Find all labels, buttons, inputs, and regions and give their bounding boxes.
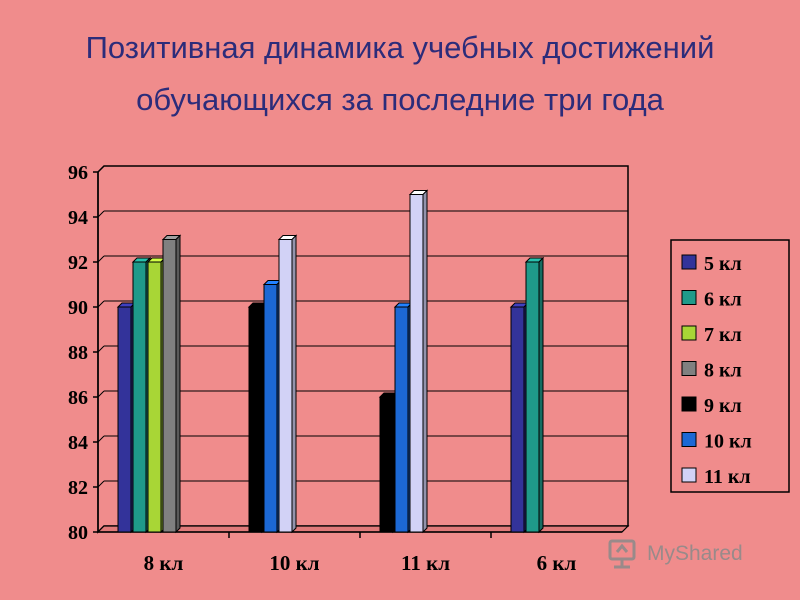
- gridline-diagonal: [97, 390, 105, 398]
- y-tick-label: 90: [68, 297, 88, 319]
- bar-10-кл-1: [263, 284, 278, 533]
- legend-label: 10 кл: [704, 431, 752, 453]
- x-tick-label: 8 кл: [144, 551, 184, 575]
- y-tick-label: 96: [68, 162, 88, 184]
- legend-label: 6 кл: [704, 289, 742, 311]
- bar-5-кл-3: [510, 306, 525, 533]
- bar-side-face: [422, 189, 428, 534]
- bar-5-кл-0: [117, 306, 132, 533]
- bar-6-кл-0: [132, 261, 147, 533]
- gridline-diagonal: [97, 480, 105, 488]
- y-tick-label: 80: [68, 522, 88, 544]
- myshared-logo-icon: [608, 539, 636, 569]
- gridline-diagonal: [97, 300, 105, 308]
- slide-title: Позитивная динамика учебных достижений о…: [0, 22, 800, 126]
- gridline-diagonal: [97, 345, 105, 353]
- bar-side-face: [175, 234, 181, 534]
- x-tick-label: 6 кл: [537, 551, 577, 575]
- legend-swatch: [681, 254, 697, 270]
- legend-swatch: [681, 290, 697, 305]
- bar-11-кл-2: [409, 194, 424, 533]
- legend-label: 11 кл: [704, 466, 751, 488]
- legend-label: 7 кл: [704, 324, 742, 346]
- title-line-2: обучающихся за последние три года: [136, 82, 664, 117]
- watermark: MyShared: [607, 538, 743, 570]
- gridline-diagonal: [97, 255, 105, 263]
- title-line-1: Позитивная динамика учебных достижений: [85, 30, 715, 65]
- legend-swatch: [681, 325, 697, 341]
- bar-10-кл-2: [394, 306, 409, 533]
- y-tick-label: 94: [68, 207, 88, 229]
- gridline-diagonal: [97, 435, 105, 443]
- bar-6-кл-3: [525, 261, 540, 533]
- bar-side-face: [538, 256, 544, 534]
- bar-11-кл-1: [278, 239, 293, 533]
- y-tick-label: 92: [68, 252, 88, 274]
- legend-swatch: [681, 432, 697, 447]
- legend-label: 9 кл: [704, 395, 742, 417]
- y-tick-label: 84: [68, 432, 88, 454]
- y-tick-label: 86: [68, 387, 88, 409]
- legend-swatch: [681, 361, 697, 376]
- gridline-diagonal: [97, 165, 105, 173]
- legend-swatch: [681, 467, 697, 483]
- bar-7-кл-0: [147, 261, 162, 533]
- legend-label: 8 кл: [704, 360, 742, 382]
- y-tick-label: 82: [68, 477, 88, 499]
- y-tick-label: 88: [68, 342, 88, 364]
- x-tick-label: 11 кл: [401, 551, 450, 575]
- x-tick-label: 10 кл: [269, 551, 319, 575]
- legend-swatch: [681, 396, 697, 412]
- bar-side-face: [291, 234, 297, 534]
- watermark-text: MyShared: [647, 542, 743, 565]
- legend-label: 5 кл: [704, 253, 742, 275]
- bar-9-кл-2: [379, 396, 394, 533]
- bar-8-кл-0: [162, 239, 177, 533]
- gridline-diagonal: [97, 210, 105, 218]
- bar-9-кл-1: [248, 306, 263, 533]
